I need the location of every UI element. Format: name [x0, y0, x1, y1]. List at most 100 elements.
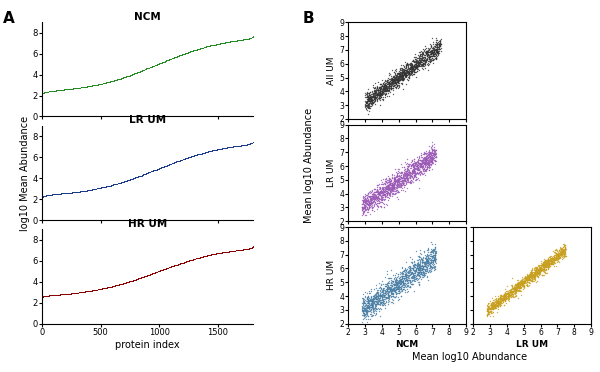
Point [218, 145, 228, 151]
Point [148, 63, 158, 69]
Point [92, 286, 102, 292]
Point [419, 248, 428, 254]
Point [94, 81, 104, 87]
Point [411, 276, 421, 282]
Point [560, 253, 570, 259]
Point [145, 65, 154, 71]
Point [175, 157, 184, 163]
Point [191, 255, 201, 261]
Point [430, 51, 439, 57]
Point [111, 282, 121, 288]
Point [59, 291, 69, 297]
Point [54, 87, 64, 93]
Point [429, 255, 439, 261]
Point [380, 281, 390, 287]
Point [373, 87, 383, 93]
Point [522, 278, 532, 284]
Point [134, 276, 143, 282]
Point [556, 247, 566, 253]
Point [217, 250, 226, 256]
Point [557, 251, 566, 257]
Point [429, 51, 439, 57]
Point [539, 264, 549, 270]
Point [238, 247, 248, 253]
Point [44, 89, 54, 94]
Point [430, 254, 440, 260]
Point [107, 283, 117, 289]
Point [400, 283, 410, 289]
Point [523, 273, 533, 279]
Point [487, 302, 496, 308]
Point [241, 36, 250, 42]
Point [371, 189, 380, 195]
Point [216, 146, 226, 152]
Point [94, 185, 104, 191]
Point [85, 288, 95, 294]
Point [430, 256, 439, 262]
Point [202, 149, 211, 155]
Point [100, 285, 110, 291]
Point [211, 147, 220, 153]
Point [364, 197, 373, 203]
Point [179, 51, 189, 57]
Point [388, 278, 398, 284]
Point [172, 54, 181, 60]
Point [431, 46, 440, 52]
Point [52, 87, 62, 93]
Point [421, 56, 431, 62]
Point [358, 308, 368, 314]
Point [170, 159, 179, 165]
Point [161, 58, 170, 64]
Point [368, 294, 378, 299]
Point [416, 163, 425, 169]
Point [361, 303, 370, 309]
Point [124, 73, 133, 79]
Point [198, 254, 208, 260]
Point [420, 155, 430, 161]
Point [509, 288, 518, 294]
Point [85, 288, 94, 294]
Point [422, 154, 431, 160]
Point [419, 155, 429, 161]
Point [494, 293, 503, 299]
Point [527, 273, 537, 279]
Point [412, 158, 422, 164]
Point [556, 249, 565, 255]
Point [152, 166, 162, 172]
Point [120, 74, 130, 80]
Point [427, 144, 436, 150]
Point [425, 157, 435, 163]
Point [367, 200, 376, 206]
Point [221, 39, 230, 45]
Point [103, 183, 112, 189]
Point [363, 302, 373, 308]
Point [185, 154, 195, 160]
Point [544, 261, 553, 267]
Point [400, 272, 409, 278]
Point [48, 192, 58, 198]
Point [487, 302, 496, 308]
Point [246, 140, 256, 146]
Point [130, 277, 140, 283]
Point [415, 258, 425, 264]
Point [222, 145, 232, 151]
Point [421, 251, 430, 257]
Point [359, 208, 368, 214]
Point [133, 276, 142, 282]
Point [86, 187, 96, 193]
Point [515, 284, 524, 290]
Point [44, 292, 54, 298]
Point [244, 141, 253, 147]
Point [238, 246, 248, 252]
Point [386, 180, 396, 186]
Point [155, 267, 165, 273]
Point [189, 48, 199, 54]
Point [368, 97, 377, 103]
Point [157, 165, 166, 171]
Point [196, 254, 206, 260]
Point [367, 205, 377, 211]
Point [116, 281, 126, 287]
Point [192, 255, 202, 261]
Point [124, 177, 133, 183]
Point [40, 293, 50, 299]
